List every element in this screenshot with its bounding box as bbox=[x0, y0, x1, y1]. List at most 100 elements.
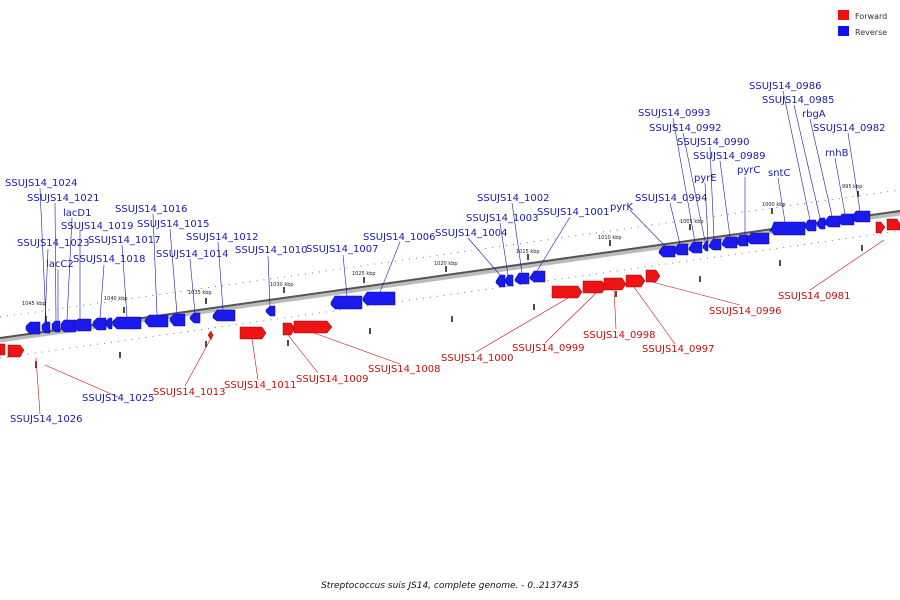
gene-label-reverse[interactable]: SSUJS14_1024 bbox=[5, 178, 78, 189]
gene-arrow-forward[interactable] bbox=[239, 326, 267, 340]
gene-label-forward[interactable]: SSUJS14_1013 bbox=[153, 387, 226, 398]
gene-arrow-reverse[interactable] bbox=[529, 270, 546, 283]
leader-line bbox=[809, 239, 885, 291]
gene-arrow-forward[interactable] bbox=[886, 218, 900, 231]
gene-arrow-reverse[interactable] bbox=[837, 213, 855, 226]
gene-label-reverse[interactable]: SSUJS14_1003 bbox=[466, 213, 539, 224]
gene-label-reverse[interactable]: sntC bbox=[768, 168, 790, 179]
gene-arrow-reverse[interactable] bbox=[41, 321, 51, 334]
gene-arrow-forward[interactable] bbox=[551, 285, 583, 299]
gene-arrow-reverse[interactable] bbox=[673, 243, 689, 256]
gene-arrow-reverse[interactable] bbox=[265, 305, 276, 317]
forward-labels: SSUJS14_1026 SSUJS14_1025 SSUJS14_1013 S… bbox=[10, 291, 851, 425]
gene-arrow-reverse[interactable] bbox=[735, 234, 749, 247]
gene-label-reverse[interactable]: pyrC bbox=[737, 165, 760, 176]
gene-arrow-reverse[interactable] bbox=[504, 274, 514, 287]
gene-label-reverse[interactable]: SSUJS14_1019 bbox=[61, 221, 134, 232]
gene-label-forward[interactable]: SSUJS14_0997 bbox=[642, 344, 715, 355]
gene-label-reverse[interactable]: lacC2 bbox=[46, 259, 74, 270]
gene-arrow-forward[interactable] bbox=[0, 343, 6, 356]
gene-label-reverse[interactable]: SSUJS14_0986 bbox=[749, 81, 822, 92]
gene-arrow-forward[interactable] bbox=[207, 330, 214, 341]
gene-arrow-reverse[interactable] bbox=[688, 241, 703, 254]
gene-arrow-forward[interactable] bbox=[293, 320, 333, 334]
gene-label-forward[interactable]: SSUJS14_1025 bbox=[82, 393, 155, 404]
gene-label-reverse[interactable]: SSUJS14_0989 bbox=[693, 151, 766, 162]
gene-label-reverse[interactable]: SSUJS14_1023 bbox=[17, 238, 90, 249]
gene-arrow-reverse[interactable] bbox=[746, 232, 770, 245]
gene-arrow-reverse[interactable] bbox=[25, 321, 41, 335]
gene-arrow-forward[interactable] bbox=[7, 344, 25, 358]
gene-label-forward[interactable]: SSUJS14_0981 bbox=[778, 291, 851, 302]
gene-label-reverse[interactable]: lacD1 bbox=[63, 208, 91, 219]
gene-label-forward[interactable]: SSUJS14_1011 bbox=[224, 380, 297, 391]
leader-line bbox=[672, 117, 696, 243]
gene-arrow-reverse[interactable] bbox=[330, 295, 363, 310]
gene-label-forward[interactable]: SSUJS14_1026 bbox=[10, 414, 83, 425]
gene-arrow-reverse[interactable] bbox=[112, 316, 142, 330]
leader-line bbox=[709, 146, 715, 240]
gene-label-reverse[interactable]: SSUJS14_0985 bbox=[762, 95, 835, 106]
gene-label-reverse[interactable]: SSUJS14_1014 bbox=[156, 249, 229, 260]
leader-line bbox=[217, 241, 224, 311]
gene-label-reverse[interactable]: pyrK bbox=[610, 202, 633, 213]
gene-arrow-reverse[interactable] bbox=[51, 320, 61, 333]
gene-label-reverse[interactable]: SSUJS14_1001 bbox=[537, 207, 610, 218]
gene-label-reverse[interactable]: pyrE bbox=[694, 173, 717, 184]
gene-arrow-forward[interactable] bbox=[603, 277, 627, 291]
gene-label-reverse[interactable]: SSUJS14_1021 bbox=[27, 193, 100, 204]
gene-label-forward[interactable]: SSUJS14_0999 bbox=[512, 343, 585, 354]
gene-arrow-reverse[interactable] bbox=[702, 240, 709, 252]
gene-arrow-reverse[interactable] bbox=[708, 238, 722, 251]
gene-label-reverse[interactable]: SSUJS14_1015 bbox=[137, 219, 210, 230]
gene-arrow-reverse[interactable] bbox=[816, 217, 826, 230]
gene-arrow-reverse[interactable] bbox=[769, 221, 806, 236]
gene-arrow-reverse[interactable] bbox=[721, 236, 738, 249]
gene-arrow-reverse[interactable] bbox=[60, 319, 77, 333]
gene-arrow-forward[interactable] bbox=[282, 322, 296, 336]
gene-label-reverse[interactable]: SSUJS14_1002 bbox=[477, 193, 550, 204]
gene-arrow-reverse[interactable] bbox=[169, 313, 186, 327]
gene-label-reverse[interactable]: SSUJS14_0992 bbox=[649, 123, 722, 134]
gene-arrow-reverse[interactable] bbox=[105, 317, 113, 330]
gene-label-forward[interactable]: SSUJS14_1008 bbox=[368, 364, 441, 375]
gene-label-reverse[interactable]: rbgA bbox=[802, 109, 826, 120]
leader-line bbox=[54, 202, 57, 322]
gene-label-reverse[interactable]: SSUJS14_1018 bbox=[73, 254, 146, 265]
gene-label-reverse[interactable]: SSUJS14_1012 bbox=[186, 232, 259, 243]
gene-label-reverse[interactable]: SSUJS14_0993 bbox=[638, 108, 711, 119]
gene-label-reverse[interactable]: SSUJS14_1004 bbox=[435, 228, 508, 239]
gene-label-reverse[interactable]: SSUJS14_1016 bbox=[115, 204, 188, 215]
gene-arrow-reverse[interactable] bbox=[824, 215, 841, 228]
gene-arrow-reverse[interactable] bbox=[804, 219, 817, 232]
gene-arrow-forward[interactable] bbox=[645, 269, 661, 283]
gene-arrow-reverse[interactable] bbox=[495, 274, 506, 288]
gene-arrow-reverse[interactable] bbox=[362, 291, 396, 306]
gene-label-reverse[interactable]: SSUJS14_0982 bbox=[813, 123, 886, 134]
gene-arrow-reverse[interactable] bbox=[212, 309, 236, 322]
gene-arrow-forward[interactable] bbox=[875, 221, 886, 234]
leader-line bbox=[793, 104, 821, 219]
gene-label-reverse[interactable]: SSUJS14_1006 bbox=[363, 232, 436, 243]
gene-arrow-reverse[interactable] bbox=[144, 314, 169, 328]
gene-arrow-reverse[interactable] bbox=[92, 317, 107, 331]
gene-arrow-reverse[interactable] bbox=[73, 318, 92, 332]
gene-arrow-forward[interactable] bbox=[582, 280, 607, 294]
leader-line bbox=[809, 118, 833, 217]
gene-label-forward[interactable]: SSUJS14_0996 bbox=[709, 306, 782, 317]
leader-line bbox=[44, 364, 119, 398]
gene-label-reverse[interactable]: rnhB bbox=[825, 148, 849, 159]
gene-label-forward[interactable]: SSUJS14_1009 bbox=[296, 374, 369, 385]
gene-arrow-reverse[interactable] bbox=[851, 210, 871, 223]
gene-label-reverse[interactable]: SSUJS14_1007 bbox=[306, 244, 379, 255]
gene-label-forward[interactable]: SSUJS14_1000 bbox=[441, 353, 514, 364]
gene-label-reverse[interactable]: SSUJS14_0994 bbox=[635, 193, 708, 204]
gene-label-reverse[interactable]: SSUJS14_1010 bbox=[235, 245, 308, 256]
gene-label-forward[interactable]: SSUJS14_0998 bbox=[583, 330, 656, 341]
gene-arrow-reverse[interactable] bbox=[658, 245, 676, 258]
gene-arrow-forward[interactable] bbox=[625, 274, 646, 288]
gene-arrow-reverse[interactable] bbox=[514, 272, 530, 285]
gene-label-reverse[interactable]: SSUJS14_1017 bbox=[88, 235, 161, 246]
gene-arrow-reverse[interactable] bbox=[189, 312, 201, 324]
gene-label-reverse[interactable]: SSUJS14_0990 bbox=[677, 137, 750, 148]
